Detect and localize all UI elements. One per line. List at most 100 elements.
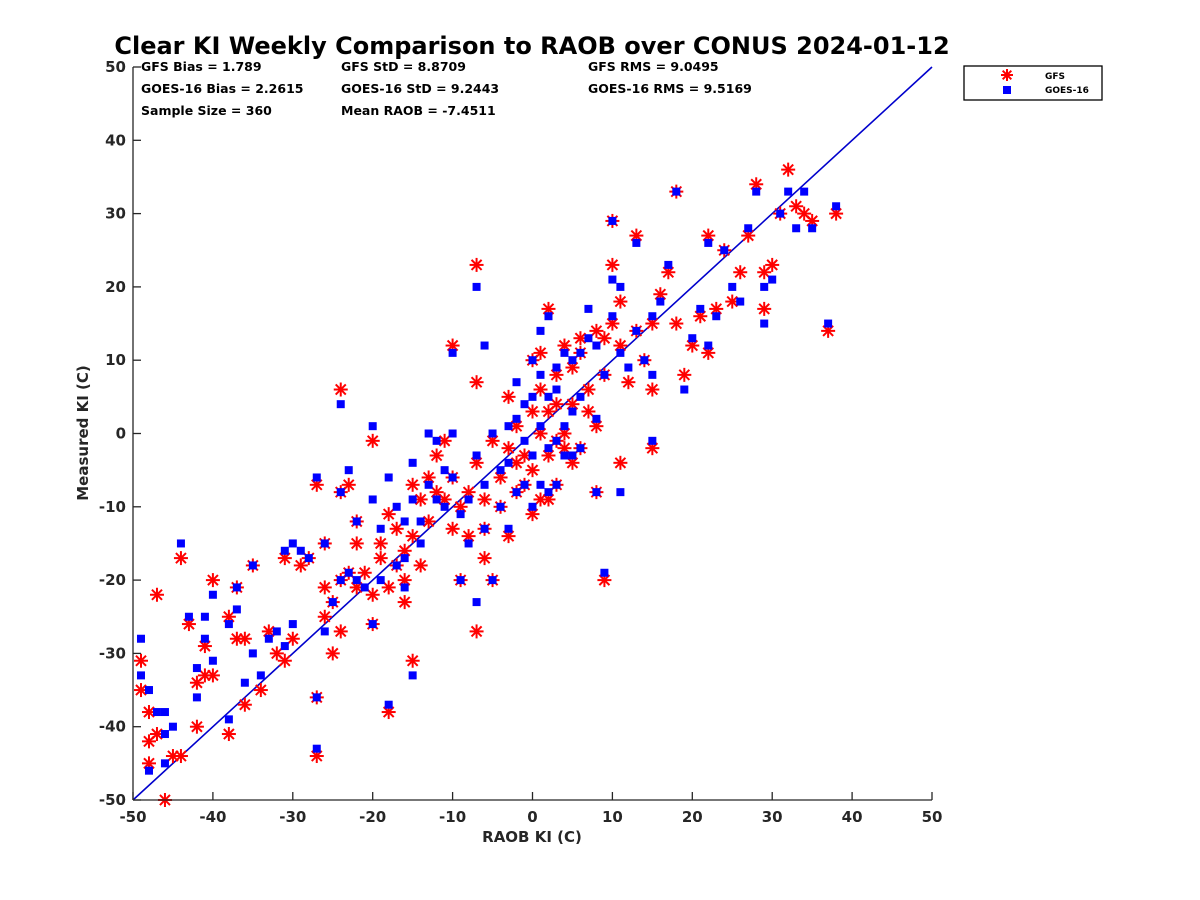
goes-16-point [488,429,497,438]
goes-16-point [544,444,553,453]
goes-16-point [584,334,593,343]
goes-16-point [448,429,457,438]
legend: GFS GOES-16 [963,65,1103,101]
goes-16-point [648,312,657,321]
goes-16-point [760,282,769,291]
gfs-point [477,492,492,507]
goes-16-point [248,649,257,658]
goes-16-point [184,612,193,621]
y-tick-label: 50 [105,58,126,76]
gfs-point [133,653,148,668]
goes-16-point [344,568,353,577]
goes-16-point [440,502,449,511]
goes-16-point [664,260,673,269]
goes-16-point [488,576,497,585]
goes-16-point [784,187,793,196]
x-tick-label: 20 [682,808,703,826]
goes-16-point [600,370,609,379]
goes-16-point [224,715,233,724]
x-tick-label: 10 [602,808,623,826]
y-tick-label: 30 [105,205,126,223]
goes-16-point [368,422,377,431]
gfs-point [381,507,396,522]
goes-16-point [432,436,441,445]
goes-16-point [272,627,281,636]
goes-16-point [464,495,473,504]
goes-16-point [560,422,569,431]
goes-16-point [400,583,409,592]
gfs-point [533,382,548,397]
goes-16-point [528,392,537,401]
chart-title: Clear KI Weekly Comparison to RAOB over … [114,32,949,60]
goes-16-point [424,480,433,489]
goes-16-point [616,348,625,357]
goes-16-point [360,583,369,592]
gfs-point [277,653,292,668]
gfs-point [645,382,660,397]
x-tick-label: 40 [842,808,863,826]
gfs-point [613,455,628,470]
goes-16-point [832,202,841,211]
stat-goes-rms: GOES-16 RMS = 9.5169 [588,81,752,96]
goes-16-point [536,326,545,335]
legend-gfs-asterisk [1001,69,1013,81]
gfs-point [189,719,204,734]
goes-16-point [512,378,521,387]
goes-16-point [432,495,441,504]
gfs-point [533,345,548,360]
goes-16-point [824,319,833,328]
goes-16-point [568,356,577,365]
gfs-point [405,477,420,492]
goes-16-point [504,422,513,431]
x-tick-label: -50 [119,808,146,826]
goes-16-point [368,620,377,629]
gfs-point [253,683,268,698]
goes-16-point [568,407,577,416]
gfs-point [765,257,780,272]
goes-16-point [752,187,761,196]
gfs-point [221,727,236,742]
goes-16-point [400,554,409,563]
gfs-point [285,631,300,646]
legend-gfs-marker [1001,69,1013,81]
gfs-point [677,367,692,382]
goes-16-point [416,517,425,526]
gfs-point [581,382,596,397]
goes-16-point [688,334,697,343]
goes-16-point [208,656,217,665]
gfs-point [525,404,540,419]
goes-16-point [568,451,577,460]
goes-16-point [480,524,489,533]
goes-16-point [544,312,553,321]
goes-16-point [696,304,705,313]
goes-16-point [296,546,305,555]
goes-16-point [312,744,321,753]
gfs-point [445,521,460,536]
goes-16-point [136,634,145,643]
x-tick-label: -10 [439,808,466,826]
reference-line [132,66,933,801]
goes-16-series [136,187,841,775]
goes-16-point [608,216,617,225]
goes-16-point [776,209,785,218]
goes-16-point [136,671,145,680]
goes-16-point [384,700,393,709]
goes-16-point [592,341,601,350]
goes-16-point [424,429,433,438]
x-axis-label: RAOB KI (C) [482,828,582,846]
goes-16-point [584,304,593,313]
stat-goes-std: GOES-16 StD = 9.2443 [341,81,499,96]
gfs-point [477,551,492,566]
goes-16-point [240,678,249,687]
goes-16-point [632,326,641,335]
gfs-point [613,294,628,309]
goes-16-point [256,671,265,680]
goes-16-point [560,451,569,460]
goes-16-point [304,554,313,563]
gfs-point [389,521,404,536]
y-tick-label: -10 [99,498,126,516]
goes-16-point [536,480,545,489]
gfs-point [669,316,684,331]
gfs-point [469,375,484,390]
